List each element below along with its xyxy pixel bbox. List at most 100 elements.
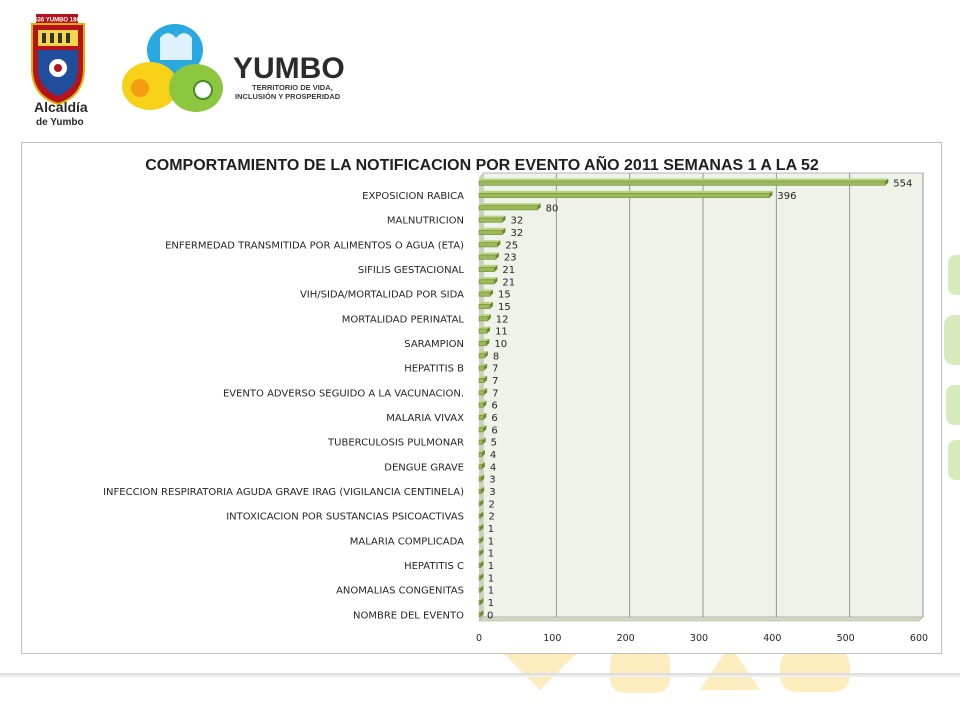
bar-top-face (479, 178, 889, 182)
bar[interactable] (478, 205, 538, 211)
bar-top-face (479, 597, 484, 601)
bar[interactable] (478, 476, 482, 482)
bar[interactable] (478, 279, 495, 285)
data-label: 6 (491, 425, 497, 436)
bar[interactable] (478, 464, 483, 470)
data-label: 6 (491, 413, 497, 424)
brand-tagline-2: INCLUSIÓN Y PROSPERIDAD (235, 92, 341, 101)
category-label: EXPOSICION RABICA (362, 191, 464, 202)
bar[interactable] (478, 587, 481, 593)
bar-end-face (769, 190, 773, 198)
category-label: HEPATITIS B (404, 364, 464, 375)
bar[interactable] (478, 575, 481, 581)
yumbo-brand-icon (122, 24, 223, 112)
bar-top-face (479, 573, 484, 576)
bar-top-face (479, 203, 541, 206)
bar-top-face (479, 536, 484, 539)
bar[interactable] (478, 242, 498, 248)
bar[interactable] (478, 612, 481, 618)
category-label: TUBERCULOSIS PULMONAR (327, 438, 464, 449)
bar[interactable] (478, 452, 483, 457)
x-tick-label: 300 (690, 633, 708, 644)
category-label: NOMBRE DEL EVENTO (353, 610, 464, 621)
bar-end-face (486, 338, 490, 346)
bar-top-face (479, 351, 488, 354)
bar-top-face (479, 499, 484, 502)
bar[interactable] (478, 526, 481, 531)
bar-end-face (480, 536, 484, 543)
category-label: MORTALIDAD PERINATAL (342, 314, 465, 325)
bar-end-face (483, 412, 487, 420)
category-label: INTOXICACION POR SUSTANCIAS PSICOACTIVAS (226, 512, 464, 523)
data-label: 32 (510, 228, 523, 239)
data-label: 7 (492, 364, 498, 375)
bar-end-face (490, 301, 493, 309)
bar[interactable] (478, 550, 481, 556)
bar[interactable] (478, 402, 484, 408)
bar[interactable] (478, 390, 485, 396)
bar[interactable] (478, 489, 482, 494)
bar[interactable] (478, 538, 481, 544)
category-label: ENFERMEDAD TRANSMITIDA POR ALIMENTOS O A… (165, 240, 464, 251)
bar-top-face (479, 425, 487, 428)
bar[interactable] (478, 353, 486, 359)
bar[interactable] (478, 254, 497, 260)
bar[interactable] (478, 439, 483, 445)
bar[interactable] (478, 600, 481, 605)
bar[interactable] (478, 304, 491, 309)
bar[interactable] (478, 415, 484, 420)
data-label: 23 (504, 253, 517, 264)
bar[interactable] (478, 267, 495, 272)
bar-top-face (479, 548, 484, 552)
data-label: 1 (488, 598, 494, 609)
bar[interactable] (478, 365, 485, 371)
data-label: 4 (490, 450, 496, 461)
bar-end-face (482, 437, 486, 445)
bar[interactable] (478, 316, 489, 322)
bar[interactable] (478, 563, 481, 568)
bar-top-face (479, 585, 484, 589)
data-label: 3 (489, 487, 495, 498)
bar-end-face (494, 264, 498, 272)
x-tick-label: 500 (837, 633, 855, 644)
bar-top-face (479, 252, 499, 256)
bar-top-face (479, 227, 506, 231)
bar[interactable] (478, 427, 484, 433)
data-label: 21 (502, 265, 515, 276)
bar[interactable] (478, 513, 481, 519)
bar-end-face (502, 215, 506, 223)
bar-top-face (479, 289, 493, 293)
x-tick-label: 100 (543, 633, 561, 644)
bar-top-face (479, 511, 484, 515)
bar[interactable] (478, 328, 488, 334)
bar-end-face (480, 597, 484, 605)
data-label: 3 (489, 475, 495, 486)
bar[interactable] (478, 193, 770, 198)
data-label: 11 (495, 327, 508, 338)
bar-top-face (479, 610, 484, 613)
bar-top-face (479, 437, 486, 441)
bar-top-face (479, 240, 501, 243)
bar-top-face (479, 326, 491, 330)
brand-name: YUMBO (233, 52, 345, 85)
bar-end-face (480, 610, 484, 617)
bar-end-face (483, 400, 487, 408)
bar[interactable] (478, 230, 503, 235)
alcaldia-seal-icon (31, 14, 85, 106)
category-label: MALARIA VIVAX (386, 413, 464, 424)
data-label: 15 (498, 302, 511, 313)
bar[interactable] (478, 180, 886, 186)
category-label: DENGUE GRAVE (384, 462, 464, 473)
bar-top-face (479, 301, 493, 305)
bar[interactable] (478, 217, 503, 223)
category-label: MALNUTRICION (387, 216, 464, 227)
bar[interactable] (478, 378, 485, 383)
category-label: HEPATITIS C (404, 561, 464, 572)
category-label: SIFILIS GESTACIONAL (358, 265, 465, 276)
bar-end-face (484, 351, 488, 358)
bar-end-face (480, 523, 484, 531)
bar[interactable] (478, 341, 487, 346)
data-label: 15 (498, 290, 511, 301)
bar[interactable] (478, 291, 491, 297)
bar[interactable] (478, 501, 481, 507)
